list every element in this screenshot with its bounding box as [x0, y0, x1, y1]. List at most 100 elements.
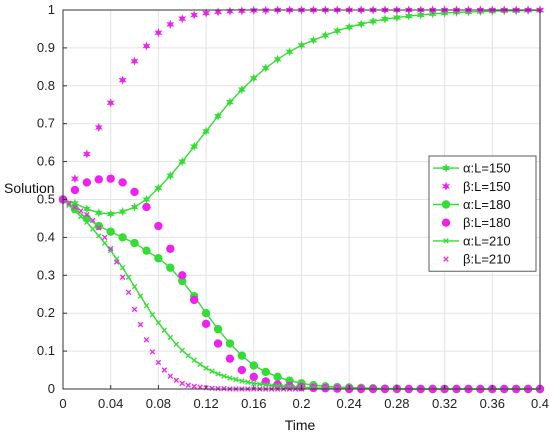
- data-point: [142, 202, 151, 212]
- legend-marker: [441, 200, 451, 209]
- data-point: [297, 40, 306, 50]
- data-point: [202, 8, 211, 18]
- legend-label: α:L=210: [463, 233, 511, 248]
- y-tick-label: 0.1: [37, 343, 55, 358]
- data-point: [178, 157, 187, 167]
- legend-label: β:L=180: [463, 215, 511, 230]
- data-point: [237, 351, 247, 360]
- data-point: [143, 336, 150, 343]
- data-point: [70, 198, 79, 208]
- data-point: [213, 324, 223, 334]
- data-point: [154, 221, 163, 231]
- data-point: [189, 295, 199, 305]
- data-point: [94, 221, 103, 231]
- data-point: [142, 246, 151, 255]
- data-point: [82, 178, 92, 187]
- data-point: [178, 14, 187, 24]
- y-tick-labels: 0 0.1 0.2 0.3 0.4 0.5 0.6 0.7 0.8 0.9 1: [37, 2, 67, 396]
- data-point: [119, 264, 126, 271]
- data-point: [214, 7, 223, 17]
- data-point: [155, 319, 162, 326]
- data-point: [225, 6, 234, 16]
- data-point: [179, 380, 186, 387]
- legend-label: β:L=210: [463, 252, 511, 267]
- x-tick-label: 0.24: [337, 396, 362, 411]
- data-point: [227, 375, 233, 381]
- data-point: [125, 289, 132, 296]
- data-point: [173, 377, 180, 384]
- data-point: [185, 382, 191, 388]
- y-tick-label: 0.6: [37, 154, 55, 169]
- y-tick-label: 0.7: [37, 116, 55, 131]
- data-point: [107, 246, 114, 252]
- x-tick-label: 0.28: [384, 396, 409, 411]
- data-point: [94, 122, 103, 133]
- x-tick-label: 0.08: [146, 396, 171, 411]
- data-point: [78, 213, 84, 220]
- data-point: [166, 244, 175, 253]
- data-point: [143, 302, 150, 309]
- y-tick-label: 0: [48, 381, 55, 396]
- data-point: [130, 56, 139, 66]
- data-point: [239, 378, 245, 384]
- y-axis-label: Solution: [4, 180, 55, 196]
- data-point: [201, 309, 211, 318]
- legend-label: α:L=150: [463, 161, 511, 176]
- y-tick-label: 0.4: [37, 229, 55, 244]
- data-point: [142, 194, 151, 205]
- data-point: [90, 226, 96, 232]
- data-point: [118, 178, 127, 187]
- data-point: [185, 352, 191, 359]
- data-point: [215, 371, 221, 377]
- data-point: [96, 233, 102, 239]
- data-point: [262, 382, 269, 388]
- data-point: [167, 334, 174, 341]
- data-point: [70, 174, 79, 184]
- x-tick-labels: 0 0.04 0.08 0.12 0.16 0.2 0.24 0.28 0.32 0.36 0.4: [59, 385, 549, 411]
- data-point: [237, 84, 246, 95]
- x-tick-label: 0.16: [241, 396, 266, 411]
- data-point: [190, 10, 199, 20]
- data-point: [142, 41, 151, 51]
- data-point: [118, 75, 127, 85]
- data-point: [251, 380, 257, 387]
- data-point: [149, 311, 156, 318]
- data-point: [245, 379, 251, 385]
- data-point: [70, 204, 80, 214]
- x-tick-label: 0.4: [531, 396, 549, 411]
- y-tick-label: 0.9: [37, 40, 55, 55]
- data-point: [106, 209, 115, 219]
- data-point: [257, 381, 263, 387]
- data-point: [173, 341, 180, 348]
- data-point: [113, 259, 120, 265]
- data-point: [90, 217, 96, 224]
- data-point: [202, 126, 211, 136]
- data-point: [154, 183, 163, 193]
- data-point: [209, 385, 215, 392]
- data-point: [72, 204, 78, 210]
- data-point: [225, 354, 235, 363]
- x-tick-label: 0.04: [98, 396, 123, 411]
- series-5: [60, 196, 543, 392]
- y-tick-label: 0.5: [37, 192, 55, 207]
- data-point: [101, 234, 108, 241]
- data-point: [237, 6, 246, 16]
- data-point: [178, 271, 187, 280]
- data-point: [84, 219, 90, 225]
- data-point: [118, 233, 127, 242]
- y-tick-label: 0.8: [37, 78, 55, 93]
- data-point: [106, 227, 115, 236]
- data-point: [130, 238, 139, 248]
- data-point: [345, 22, 354, 32]
- data-point: [82, 204, 91, 214]
- legend-marker: [442, 181, 450, 191]
- data-point: [179, 347, 186, 354]
- data-point: [191, 357, 197, 363]
- data-point: [392, 12, 401, 23]
- data-point: [214, 111, 223, 121]
- data-point: [261, 367, 270, 377]
- data-point: [237, 365, 247, 375]
- data-point: [369, 16, 378, 26]
- data-point: [321, 30, 330, 40]
- data-point: [233, 376, 239, 383]
